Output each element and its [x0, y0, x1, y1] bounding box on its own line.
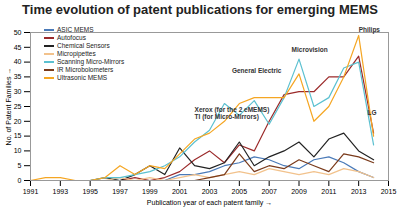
html-text:Ultrasonic MEMS: Ultrasonic MEMS	[57, 74, 108, 81]
svg-text:50: 50	[14, 29, 22, 36]
html-text:Autofocus: Autofocus	[57, 34, 86, 41]
svg-text:2005: 2005	[232, 188, 248, 195]
svg-text:TI (for Micro-Mirrors): TI (for Micro-Mirrors)	[195, 113, 259, 121]
svg-text:40: 40	[14, 58, 22, 65]
svg-text:35: 35	[14, 73, 22, 80]
svg-text:LG: LG	[368, 109, 377, 116]
svg-text:1999: 1999	[142, 188, 158, 195]
svg-text:10: 10	[14, 147, 22, 154]
html-text:Time evolution of patent publi: Time evolution of patent publications fo…	[22, 2, 378, 17]
svg-text:5: 5	[18, 162, 22, 169]
svg-text:Microvision: Microvision	[292, 46, 328, 53]
html-text:Chemical Sensors: Chemical Sensors	[57, 42, 110, 49]
html-text:IR Microbolometers: IR Microbolometers	[57, 66, 114, 73]
svg-text:General Electric: General Electric	[232, 67, 282, 74]
svg-text:15: 15	[14, 132, 22, 139]
svg-text:Philips: Philips	[359, 26, 381, 34]
svg-text:20: 20	[14, 118, 22, 125]
svg-text:2003: 2003	[202, 188, 218, 195]
svg-text:1995: 1995	[82, 188, 98, 195]
svg-text:No. of Patent Families →: No. of Patent Families →	[5, 68, 12, 146]
svg-text:Xerox (for the 2 eMEMS): Xerox (for the 2 eMEMS)	[194, 105, 270, 113]
svg-text:2013: 2013	[351, 188, 367, 195]
svg-text:1991: 1991	[23, 188, 39, 195]
svg-text:2011: 2011	[321, 188, 336, 195]
svg-text:2009: 2009	[291, 188, 307, 195]
svg-text:30: 30	[14, 88, 22, 95]
svg-text:45: 45	[14, 44, 22, 51]
svg-text:0: 0	[18, 177, 22, 184]
svg-text:2007: 2007	[261, 188, 277, 195]
svg-text:1993: 1993	[53, 188, 69, 195]
html-text:ASIC MEMS: ASIC MEMS	[57, 26, 94, 33]
html-text:Micropipettes: Micropipettes	[57, 50, 96, 57]
svg-text:1997: 1997	[112, 188, 128, 195]
svg-text:Publication year of each paten: Publication year of each patent family →	[147, 199, 272, 207]
svg-text:2015: 2015	[381, 188, 397, 195]
html-text:Scanning Micro-Mirrors: Scanning Micro-Mirrors	[57, 58, 125, 65]
svg-text:25: 25	[14, 103, 22, 110]
svg-text:2001: 2001	[172, 188, 188, 195]
